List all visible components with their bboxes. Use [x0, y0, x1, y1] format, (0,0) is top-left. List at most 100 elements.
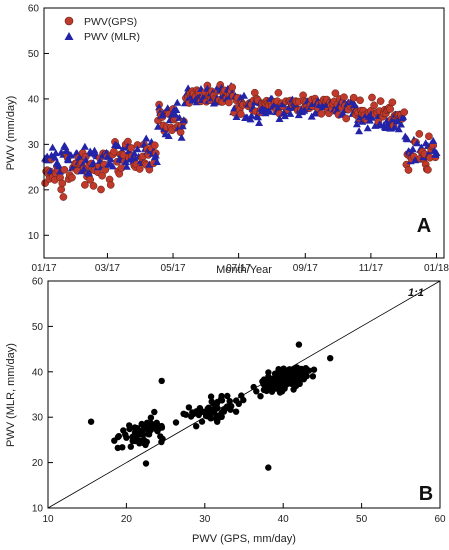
gps-point [368, 93, 376, 102]
scatter-point [189, 409, 196, 416]
panel-b-x-tick-label: 40 [278, 514, 290, 525]
mlr-point [142, 134, 151, 142]
scatter-point [295, 341, 303, 348]
scatter-point [147, 414, 155, 421]
scatter-point [87, 418, 95, 425]
panel-b-y-tick-label: 40 [32, 367, 44, 378]
gps-point [106, 181, 115, 189]
mlr-point [105, 158, 114, 166]
scatter-point [284, 380, 291, 387]
mlr-point [280, 112, 289, 120]
scatter-point [276, 389, 284, 396]
gps-point [317, 109, 326, 118]
gps-point [274, 88, 283, 97]
gps-point [424, 165, 432, 174]
scatter-point [232, 408, 240, 415]
scatter-point [281, 385, 288, 392]
scatter-point [172, 419, 180, 426]
gps-point [98, 171, 106, 180]
scatter-point [268, 388, 276, 395]
panel-b-x-tick-label: 50 [356, 514, 368, 525]
panel-a-y-axis-label: PWV (mm/day) [5, 96, 17, 171]
mlr-point [236, 93, 245, 101]
scatter-point [265, 464, 272, 471]
scatter-point [300, 376, 307, 383]
mlr-point [394, 125, 403, 133]
scatter-point [226, 398, 233, 405]
mlr-point [247, 111, 256, 119]
scatter-point [238, 392, 245, 399]
mlr-point [403, 135, 412, 143]
mlr-point [90, 146, 99, 154]
legend-mlr-marker [64, 32, 74, 40]
panel-b: 10 20 30 40 50 60 10 20 30 40 50 60 PWV (MLR, mm/da… [5, 277, 446, 546]
mlr-point [178, 122, 187, 130]
panel-b-y-tick-label: 30 [32, 413, 44, 424]
gps-point [225, 98, 233, 107]
scatter-point [260, 386, 268, 394]
mlr-point [286, 109, 295, 117]
mlr-point [177, 133, 186, 141]
mlr-point [154, 122, 162, 130]
gps-point [110, 147, 118, 156]
legend-gps-marker [64, 16, 74, 26]
mlr-point [85, 169, 94, 177]
panel-a-y-tick-label: 60 [28, 4, 40, 15]
panel-b-x-tick-label: 30 [199, 514, 211, 525]
mlr-point [122, 162, 131, 170]
gps-point [97, 185, 105, 194]
panel-b-points [87, 341, 334, 471]
mlr-point [390, 123, 399, 131]
mlr-point [363, 124, 372, 132]
scatter-point [158, 422, 165, 430]
scatter-point [151, 408, 158, 416]
gps-point [127, 144, 135, 152]
mlr-point [114, 142, 123, 149]
scatter-point [253, 388, 260, 395]
panel-b-y-axis-label: PWV (MLR, mm/day) [5, 343, 17, 447]
scatter-point [159, 435, 166, 443]
scatter-point [150, 423, 158, 430]
mlr-point [48, 143, 57, 151]
scatter-point [280, 365, 287, 372]
panel-a-x-tick-label: 05/17 [161, 263, 186, 274]
mlr-point [429, 136, 438, 144]
one-to-one-line [47, 280, 441, 509]
panel-b-label: B [419, 483, 433, 505]
panel-a: 10 20 30 40 50 60 01/17 03/17 05/17 07/17 09/17 11/… [5, 4, 449, 277]
scatter-point [293, 373, 301, 381]
gps-point [404, 166, 413, 174]
scatter-point [182, 411, 190, 418]
mlr-point [278, 100, 287, 108]
gps-point [370, 101, 378, 110]
scatter-point [235, 400, 242, 407]
mlr-point [352, 120, 361, 128]
scatter-point [131, 429, 139, 436]
scatter-point [305, 367, 313, 374]
gps-point [150, 141, 159, 150]
panel-a-x-tick-label: 01/17 [31, 263, 56, 274]
panel-a-points [41, 81, 441, 201]
scatter-point [142, 460, 150, 467]
mlr-point [432, 149, 441, 156]
gps-point [349, 93, 358, 102]
gps-point [415, 130, 424, 138]
gps-point [101, 165, 110, 174]
gps-point [236, 110, 245, 118]
panel-b-y-tick-label: 60 [32, 277, 44, 288]
panel-a-label: A [417, 215, 431, 237]
scatter-point [220, 408, 228, 415]
panel-b-x-tick-label: 10 [42, 514, 54, 525]
mlr-point [179, 116, 188, 124]
scatter-point [226, 403, 233, 410]
mlr-point [355, 127, 364, 135]
mlr-point [108, 162, 117, 170]
panel-a-y-tick-label: 50 [28, 49, 40, 60]
mlr-point [61, 143, 70, 151]
scatter-point [185, 404, 193, 411]
gps-point [81, 181, 89, 189]
one-to-one-annotation: 1:1 [408, 287, 424, 299]
scatter-point [310, 366, 318, 373]
mlr-point [55, 162, 64, 170]
